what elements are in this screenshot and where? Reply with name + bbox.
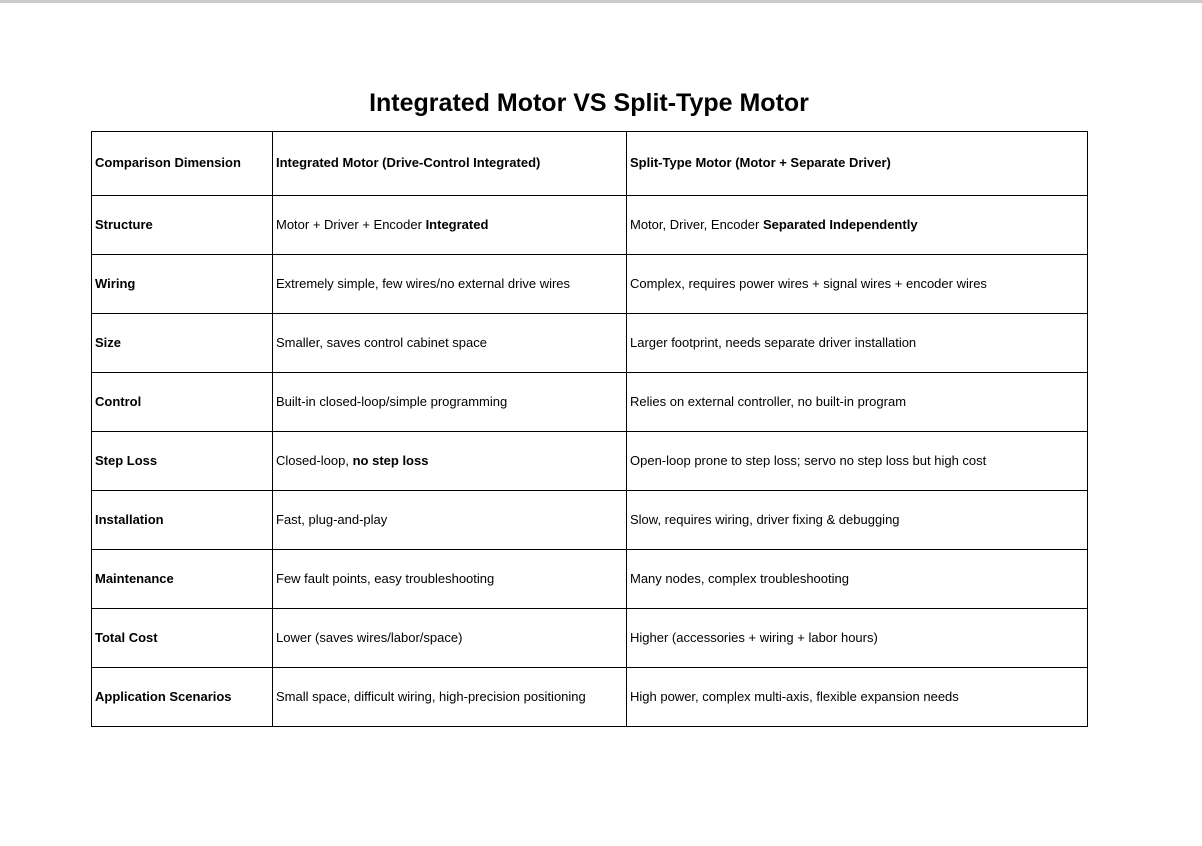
- dimension-cell: Step Loss: [91, 431, 273, 491]
- split-cell: Slow, requires wiring, driver fixing & d…: [626, 490, 1088, 550]
- page-top-edge: [0, 0, 1202, 3]
- dimension-cell: Wiring: [91, 254, 273, 314]
- split-cell: Complex, requires power wires + signal w…: [626, 254, 1088, 314]
- header-row: Comparison Dimension Integrated Motor (D…: [91, 131, 1088, 196]
- split-cell: Open-loop prone to step loss; servo no s…: [626, 431, 1088, 491]
- cell-text-segment: Extremely simple, few wires/no external …: [276, 275, 571, 291]
- split-cell: High power, complex multi-axis, flexible…: [626, 667, 1088, 727]
- dimension-cell: Control: [91, 372, 273, 432]
- comparison-table: Comparison Dimension Integrated Motor (D…: [91, 131, 1088, 727]
- split-cell: Larger footprint, needs separate driver …: [626, 313, 1088, 373]
- split-cell: Many nodes, complex troubleshooting: [626, 549, 1088, 609]
- cell-text-segment: Open-loop prone to step loss; servo no s…: [630, 452, 987, 468]
- page-title: Integrated Motor VS Split-Type Motor: [369, 89, 809, 117]
- cell-text-segment: Small space, difficult wiring, high-prec…: [276, 688, 586, 704]
- cell-text-segment: Larger footprint, needs separate driver …: [630, 334, 917, 350]
- table-row: Control Built-in closed-loop/simple prog…: [91, 372, 1088, 432]
- table-row: Total Cost Lower (saves wires/labor/spac…: [91, 608, 1088, 668]
- integrated-cell: Small space, difficult wiring, high-prec…: [272, 667, 627, 727]
- table-row: Step Loss Closed-loop, no step loss Open…: [91, 431, 1088, 491]
- dimension-cell: Structure: [91, 195, 273, 255]
- header-cell-split: Split-Type Motor (Motor + Separate Drive…: [626, 131, 1088, 196]
- integrated-cell: Closed-loop, no step loss: [272, 431, 627, 491]
- table-row: Installation Fast, plug-and-play Slow, r…: [91, 490, 1088, 550]
- table-body: Structure Motor + Driver + Encoder Integ…: [91, 195, 1088, 727]
- cell-text-segment: Motor + Driver + Encoder: [276, 216, 426, 232]
- header-cell-integrated: Integrated Motor (Drive-Control Integrat…: [272, 131, 627, 196]
- cell-text-segment: Relies on external controller, no built-…: [630, 393, 907, 409]
- split-cell: Relies on external controller, no built-…: [626, 372, 1088, 432]
- dimension-cell: Size: [91, 313, 273, 373]
- table-row: Structure Motor + Driver + Encoder Integ…: [91, 195, 1088, 255]
- cell-text-segment: Separated Independently: [762, 216, 918, 232]
- integrated-cell: Motor + Driver + Encoder Integrated: [272, 195, 627, 255]
- dimension-cell: Application Scenarios: [91, 667, 273, 727]
- integrated-cell: Lower (saves wires/labor/space): [272, 608, 627, 668]
- table-row: Maintenance Few fault points, easy troub…: [91, 549, 1088, 609]
- dimension-cell: Total Cost: [91, 608, 273, 668]
- integrated-cell: Extremely simple, few wires/no external …: [272, 254, 627, 314]
- cell-text-segment: Smaller, saves control cabinet space: [276, 334, 487, 350]
- cell-text-segment: Complex, requires power wires + signal w…: [630, 275, 987, 291]
- split-cell: Higher (accessories + wiring + labor hou…: [626, 608, 1088, 668]
- cell-text-segment: Built-in closed-loop/simple programming: [276, 393, 508, 409]
- table-row: Wiring Extremely simple, few wires/no ex…: [91, 254, 1088, 314]
- cell-text-segment: Lower (saves wires/labor/space): [276, 629, 463, 645]
- cell-text-segment: Closed-loop,: [276, 452, 353, 468]
- integrated-cell: Fast, plug-and-play: [272, 490, 627, 550]
- integrated-cell: Smaller, saves control cabinet space: [272, 313, 627, 373]
- cell-text-segment: Motor, Driver, Encoder: [630, 216, 763, 232]
- integrated-cell: Built-in closed-loop/simple programming: [272, 372, 627, 432]
- cell-text-segment: Integrated: [425, 216, 489, 232]
- cell-text-segment: Fast, plug-and-play: [276, 511, 388, 527]
- cell-text-segment: Few fault points, easy troubleshooting: [276, 570, 495, 586]
- table-row: Application Scenarios Small space, diffi…: [91, 667, 1088, 727]
- header-cell-dimension: Comparison Dimension: [91, 131, 273, 196]
- cell-text-segment: High power, complex multi-axis, flexible…: [630, 688, 959, 704]
- split-cell: Motor, Driver, Encoder Separated Indepen…: [626, 195, 1088, 255]
- cell-text-segment: no step loss: [352, 452, 429, 468]
- cell-text-segment: Slow, requires wiring, driver fixing & d…: [630, 511, 900, 527]
- cell-text-segment: Higher (accessories + wiring + labor hou…: [630, 629, 878, 645]
- dimension-cell: Maintenance: [91, 549, 273, 609]
- integrated-cell: Few fault points, easy troubleshooting: [272, 549, 627, 609]
- table-row: Size Smaller, saves control cabinet spac…: [91, 313, 1088, 373]
- cell-text-segment: Many nodes, complex troubleshooting: [630, 570, 849, 586]
- dimension-cell: Installation: [91, 490, 273, 550]
